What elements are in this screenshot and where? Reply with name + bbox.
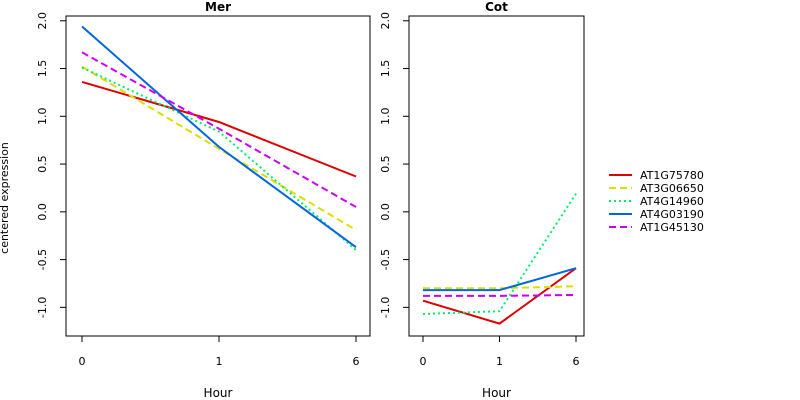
series-line-at3g06650 bbox=[423, 285, 577, 290]
legend-item: AT1G45130 bbox=[609, 221, 704, 234]
x-tick-label: 6 bbox=[353, 355, 360, 368]
series-line-at1g45130 bbox=[81, 51, 357, 208]
legend: AT1G75780AT3G06650AT4G14960AT4G03190AT1G… bbox=[609, 169, 704, 234]
plot-frame bbox=[65, 15, 371, 337]
legend-label: AT1G75780 bbox=[640, 169, 704, 182]
legend-label: AT4G03190 bbox=[640, 208, 704, 221]
series-line-at1g45130 bbox=[423, 293, 577, 297]
y-tick-label: 1.5 bbox=[379, 60, 392, 78]
y-tick-label: 0.0 bbox=[36, 203, 49, 221]
y-tick-label: 1.5 bbox=[36, 60, 49, 78]
legend-item: AT1G75780 bbox=[609, 169, 704, 182]
y-tick-label: 0.5 bbox=[36, 155, 49, 173]
x-tick-label: 0 bbox=[79, 355, 86, 368]
series-line-at4g03190 bbox=[423, 267, 577, 292]
legend-item: AT3G06650 bbox=[609, 182, 704, 195]
legend-label: AT1G45130 bbox=[640, 221, 704, 234]
x-axis-label: Hour bbox=[482, 386, 511, 400]
series-line-at4g14960 bbox=[422, 193, 577, 315]
y-tick-label: -1.0 bbox=[379, 297, 392, 318]
plot-frame bbox=[408, 15, 585, 337]
y-tick-label: 0.5 bbox=[379, 155, 392, 173]
y-tick-label: 0.0 bbox=[379, 203, 392, 221]
x-tick-label: 6 bbox=[573, 355, 580, 368]
legend-label: AT4G14960 bbox=[640, 195, 704, 208]
x-tick-label: 1 bbox=[216, 355, 223, 368]
series-line-at3g06650 bbox=[81, 65, 357, 231]
y-tick-label: -0.5 bbox=[36, 249, 49, 270]
y-tick-label: 2.0 bbox=[36, 12, 49, 30]
panel-title: Cot bbox=[485, 0, 508, 14]
legend-label: AT3G06650 bbox=[640, 182, 704, 195]
panel-mer: Mer Hour -1.0 -0.5 0.0 0.5 1.0 1.5 2.0 0 1 6 bbox=[36, 0, 371, 400]
panel-title: Mer bbox=[205, 0, 231, 14]
y-tick-label: 1.0 bbox=[36, 108, 49, 126]
series-line-at1g75780 bbox=[81, 80, 357, 178]
x-tick-label: 0 bbox=[420, 355, 427, 368]
series-line-at4g14960 bbox=[81, 66, 357, 251]
y-tick-label: 2.0 bbox=[379, 12, 392, 30]
panel-cot: Cot Hour -1.0 -0.5 0.0 0.5 1.0 1.5 2.0 0 1 6 bbox=[379, 0, 585, 400]
y-tick-label: 1.0 bbox=[379, 108, 392, 126]
y-tick-label: -1.0 bbox=[36, 297, 49, 318]
x-axis-label: Hour bbox=[204, 386, 233, 400]
y-axis-label: centered expression bbox=[0, 142, 11, 254]
panels: Mer Hour -1.0 -0.5 0.0 0.5 1.0 1.5 2.0 0 1 6 Cot Hour… bbox=[36, 0, 585, 400]
legend-item: AT4G14960 bbox=[609, 195, 704, 208]
series-line-at4g03190 bbox=[81, 25, 357, 249]
legend-item: AT4G03190 bbox=[609, 208, 704, 221]
x-tick-label: 1 bbox=[496, 355, 503, 368]
y-tick-label: -0.5 bbox=[379, 249, 392, 270]
